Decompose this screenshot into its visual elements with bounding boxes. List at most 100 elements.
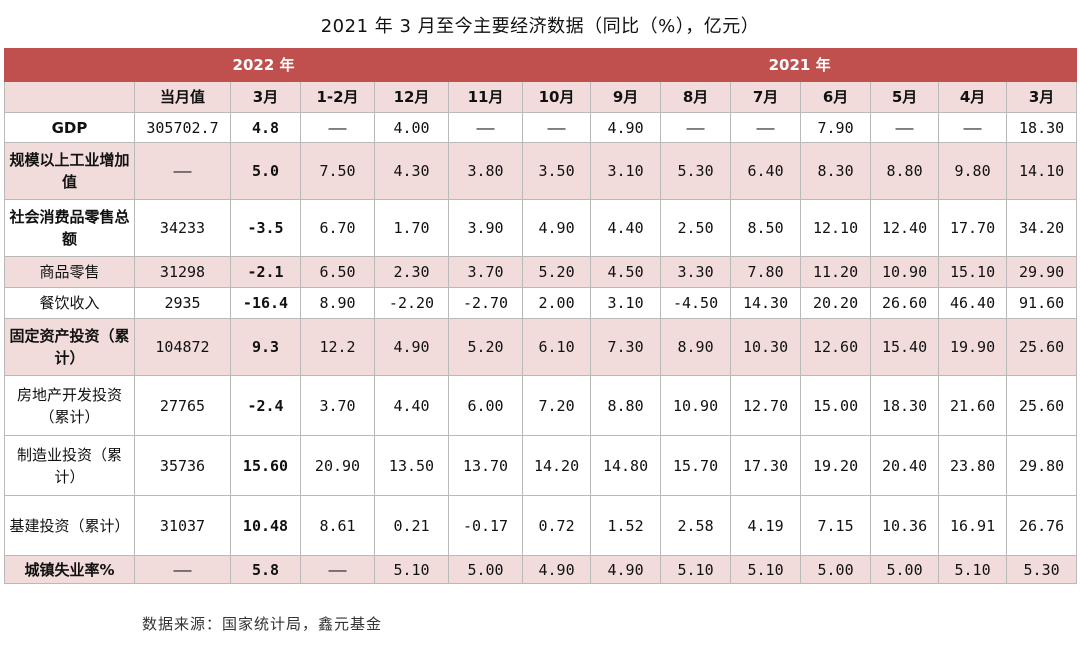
year-header-row: 2022 年 2021 年 bbox=[3, 48, 1078, 82]
value-cell: 14.10 bbox=[1006, 142, 1078, 200]
value-cell: 3.80 bbox=[447, 142, 524, 200]
table-title: 2021 年 3 月至今主要经济数据（同比（%），亿元） bbox=[320, 16, 760, 37]
value-cell: -2.70 bbox=[447, 287, 524, 319]
month-header-row: 当月值 3月 1-2月 12月 11月 10月 9月 8月 7月 6月 5月 4月 3月 bbox=[4, 81, 1078, 113]
value-cell: 4.00 bbox=[374, 112, 449, 143]
value-cell: 10.90 bbox=[870, 256, 940, 288]
current-value-cell: 305702.7 bbox=[134, 112, 231, 143]
value-cell: 23.80 bbox=[938, 435, 1008, 496]
value-cell: 15.70 bbox=[660, 435, 732, 496]
value-cell: 15.00 bbox=[800, 375, 872, 436]
value-cell: 7.30 bbox=[590, 318, 662, 376]
row-label: 城镇失业率% bbox=[4, 555, 135, 584]
column-header: 3月 bbox=[230, 81, 301, 113]
value-cell: —— bbox=[300, 112, 375, 143]
value-cell: 8.50 bbox=[730, 199, 802, 257]
value-cell: 4.90 bbox=[374, 318, 449, 376]
value-cell: 5.00 bbox=[447, 555, 524, 584]
value-cell: 17.30 bbox=[730, 435, 802, 496]
row-label: GDP bbox=[4, 112, 135, 143]
value-cell: 10.36 bbox=[870, 495, 940, 556]
row-label: 基建投资（累计） bbox=[4, 495, 135, 556]
value-cell: 46.40 bbox=[938, 287, 1008, 319]
value-cell: 3.70 bbox=[300, 375, 375, 436]
value-cell: 2.58 bbox=[660, 495, 732, 556]
table-row: 固定资产投资（累计） 104872 9.3 12.2 4.90 5.20 6.10 7.30 8… bbox=[4, 318, 1078, 376]
economic-data-table: 2022 年 2021 年 当月值 3月 1-2月 12月 11月 10月 9月 8月 7月 6月… bbox=[3, 48, 1078, 584]
value-cell: 5.20 bbox=[522, 256, 592, 288]
value-cell: 6.40 bbox=[730, 142, 802, 200]
current-value-cell: 2935 bbox=[134, 287, 231, 319]
value-cell: 5.10 bbox=[660, 555, 732, 584]
value-cell: 25.60 bbox=[1006, 318, 1078, 376]
value-cell: 26.76 bbox=[1006, 495, 1078, 556]
value-cell: 15.40 bbox=[870, 318, 940, 376]
value-cell: 7.15 bbox=[800, 495, 872, 556]
table-row: 制造业投资（累计） 35736 15.60 20.90 13.50 13.70 14.20 1… bbox=[4, 435, 1078, 496]
value-cell: 5.10 bbox=[938, 555, 1008, 584]
value-cell: 7.50 bbox=[300, 142, 375, 200]
current-value-cell: —— bbox=[134, 555, 231, 584]
value-cell: 20.40 bbox=[870, 435, 940, 496]
table-row: 规模以上工业增加值 —— 5.0 7.50 4.30 3.80 3.50 3.10 5.30 6.… bbox=[4, 142, 1078, 200]
table-row: 餐饮收入 2935 -16.4 8.90 -2.20 -2.70 2.00 3.10 -4.50… bbox=[4, 287, 1078, 319]
value-cell: 3.10 bbox=[590, 142, 662, 200]
value-cell: —— bbox=[447, 112, 524, 143]
value-cell: 12.40 bbox=[870, 199, 940, 257]
value-cell: 19.20 bbox=[800, 435, 872, 496]
value-cell: 12.2 bbox=[300, 318, 375, 376]
value-cell: 4.90 bbox=[522, 199, 592, 257]
value-cell: 3.10 bbox=[590, 287, 662, 319]
value-cell: 4.19 bbox=[730, 495, 802, 556]
value-cell: 2.30 bbox=[374, 256, 449, 288]
row-label: 房地产开发投资（累计） bbox=[4, 375, 135, 436]
value-cell: —— bbox=[870, 112, 940, 143]
current-value-cell: —— bbox=[134, 142, 231, 200]
value-cell: 9.3 bbox=[230, 318, 301, 376]
value-cell: 4.90 bbox=[522, 555, 592, 584]
value-cell: 12.60 bbox=[800, 318, 872, 376]
year-2021-header: 2021 年 bbox=[522, 48, 1078, 82]
row-label: 制造业投资（累计） bbox=[4, 435, 135, 496]
value-cell: 4.50 bbox=[590, 256, 662, 288]
row-label: 社会消费品零售总额 bbox=[4, 199, 135, 257]
column-header: 当月值 bbox=[134, 81, 231, 113]
row-label: 规模以上工业增加值 bbox=[4, 142, 135, 200]
table-row: 社会消费品零售总额 34233 -3.5 6.70 1.70 3.90 4.90 4.40 2.… bbox=[4, 199, 1078, 257]
value-cell: 4.40 bbox=[590, 199, 662, 257]
value-cell: 4.8 bbox=[230, 112, 301, 143]
value-cell: 17.70 bbox=[938, 199, 1008, 257]
row-label: 餐饮收入 bbox=[4, 287, 135, 319]
value-cell: 0.21 bbox=[374, 495, 449, 556]
value-cell: 8.61 bbox=[300, 495, 375, 556]
value-cell: —— bbox=[300, 555, 375, 584]
value-cell: 6.50 bbox=[300, 256, 375, 288]
current-value-cell: 104872 bbox=[134, 318, 231, 376]
value-cell: 5.00 bbox=[800, 555, 872, 584]
value-cell: -3.5 bbox=[230, 199, 301, 257]
value-cell: 20.90 bbox=[300, 435, 375, 496]
value-cell: 5.10 bbox=[730, 555, 802, 584]
value-cell: 8.90 bbox=[660, 318, 732, 376]
value-cell: 29.90 bbox=[1006, 256, 1078, 288]
value-cell: 34.20 bbox=[1006, 199, 1078, 257]
value-cell: 5.30 bbox=[660, 142, 732, 200]
value-cell: 2.00 bbox=[522, 287, 592, 319]
column-header: 6月 bbox=[800, 81, 872, 113]
value-cell: 9.80 bbox=[938, 142, 1008, 200]
value-cell: 15.10 bbox=[938, 256, 1008, 288]
value-cell: -2.20 bbox=[374, 287, 449, 319]
value-cell: 4.30 bbox=[374, 142, 449, 200]
value-cell: 7.90 bbox=[800, 112, 872, 143]
table-row: 商品零售 31298 -2.1 6.50 2.30 3.70 5.20 4.50 3.30 7.8… bbox=[4, 256, 1078, 288]
value-cell: 10.48 bbox=[230, 495, 301, 556]
value-cell: 5.10 bbox=[374, 555, 449, 584]
value-cell: 3.90 bbox=[447, 199, 524, 257]
value-cell: 7.20 bbox=[522, 375, 592, 436]
value-cell: 6.00 bbox=[447, 375, 524, 436]
current-value-cell: 27765 bbox=[134, 375, 231, 436]
value-cell: 4.40 bbox=[374, 375, 449, 436]
column-header: 5月 bbox=[870, 81, 940, 113]
table-row: 房地产开发投资（累计） 27765 -2.4 3.70 4.40 6.00 7.20 8.80… bbox=[4, 375, 1078, 436]
column-header: 3月 bbox=[1006, 81, 1078, 113]
